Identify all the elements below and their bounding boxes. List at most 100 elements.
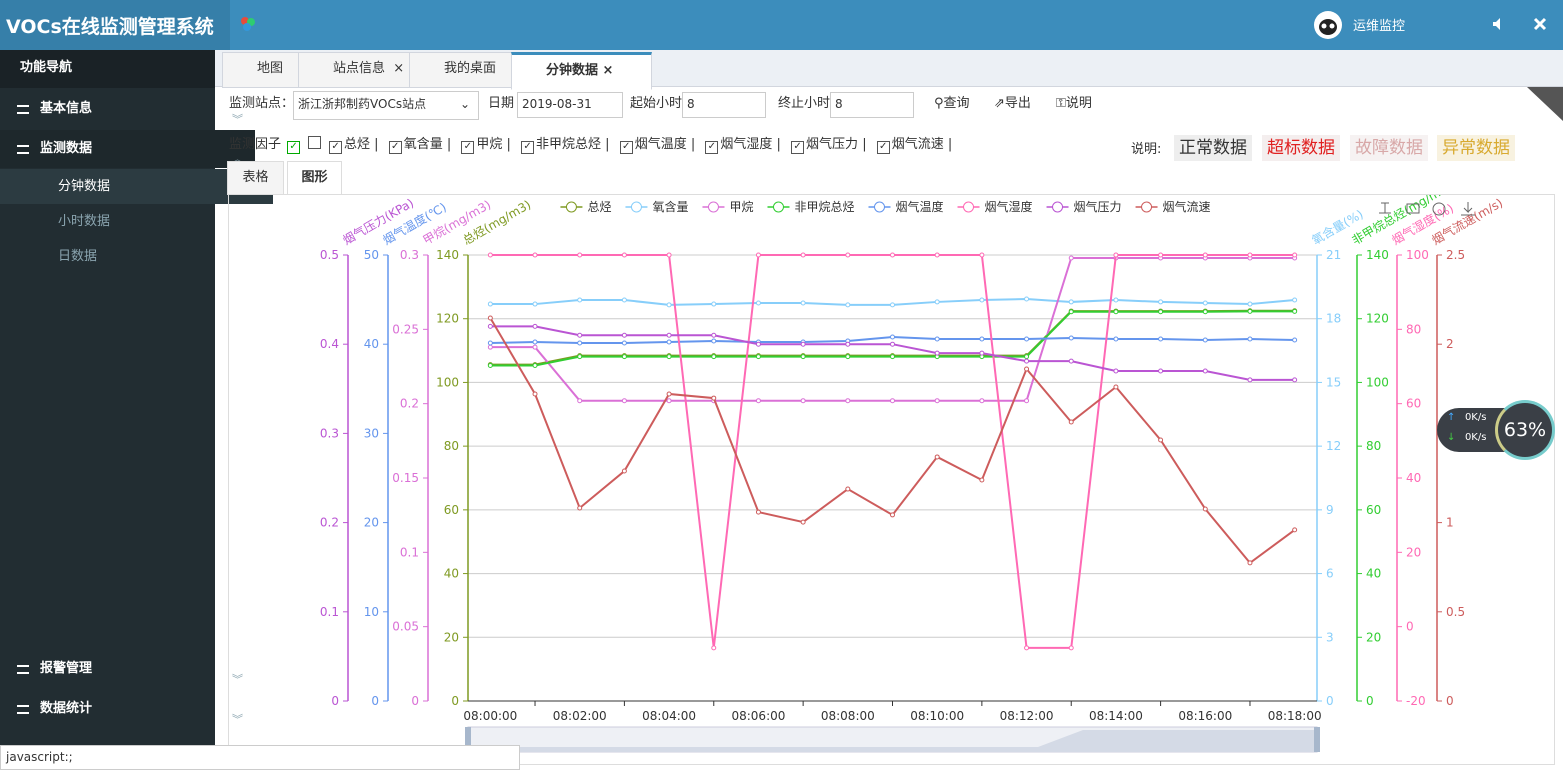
volume-icon[interactable]	[1492, 17, 1506, 31]
toolbox-icon[interactable]	[1406, 203, 1420, 214]
menu-item[interactable]: 数据统计 ︾	[0, 690, 255, 728]
corner-toggle[interactable]	[1527, 87, 1563, 121]
y-tick-label: 0	[1366, 694, 1374, 708]
button[interactable]: ⇗导出	[994, 96, 1031, 111]
point	[890, 334, 895, 340]
point	[890, 398, 895, 404]
point	[711, 338, 717, 344]
data-zoom-handle[interactable]	[1314, 727, 1320, 752]
point	[755, 341, 761, 347]
x-tick-label: 08:04:00	[642, 709, 696, 723]
point	[666, 391, 672, 397]
button-label: 说明	[1065, 96, 1092, 111]
point	[487, 315, 493, 321]
y-tick-label: 100	[1406, 248, 1429, 262]
y-tick-label: 6	[1326, 567, 1334, 581]
point	[890, 354, 895, 360]
user-name[interactable]: 运维监控	[1353, 19, 1406, 34]
menu-item[interactable]: 监测数据 ︽	[0, 130, 255, 168]
close-icon[interactable]	[1533, 17, 1547, 31]
legend-symbol	[772, 201, 784, 213]
legend: 总烃 氧含量 甲烷 非甲烷总烃 烟气温度 烟气湿度 烟气压力 烟气流速	[560, 199, 1211, 214]
checkbox[interactable]: ✓	[521, 141, 535, 154]
start-hour-input[interactable]: 8	[682, 92, 766, 118]
y-tick-label: 20	[364, 516, 379, 530]
button-label: 导出	[1004, 96, 1031, 111]
point	[1202, 300, 1208, 306]
x-tick-label: 08:06:00	[731, 709, 785, 723]
toolbox-icon[interactable]	[1461, 202, 1475, 216]
checkbox[interactable]: ✓	[791, 141, 805, 154]
avatar[interactable]	[1313, 10, 1343, 40]
x-tick-label: 08:10:00	[910, 709, 964, 723]
submenu-item[interactable]: 小时数据	[0, 204, 273, 239]
y-tick-label: 3	[1326, 630, 1334, 644]
submenu-item[interactable]: 日数据	[0, 239, 273, 274]
y-tick-label: 18	[1326, 312, 1341, 326]
point	[1113, 384, 1119, 390]
point	[487, 363, 493, 369]
x-tick-label: 08:12:00	[1000, 709, 1054, 723]
point	[532, 339, 538, 345]
button[interactable]: ⚿说明	[1056, 96, 1092, 111]
toolbox-icon[interactable]	[1379, 202, 1391, 214]
button[interactable]: ⚲查询	[934, 96, 970, 111]
point	[577, 354, 583, 360]
tab-active[interactable]: 分钟数据 ×	[511, 52, 652, 90]
menu-item[interactable]: 报警管理 ︾	[0, 650, 255, 688]
end-hour-input[interactable]: 8	[830, 92, 914, 118]
y-tick-label: 80	[444, 439, 459, 453]
tab-label: 站点信息	[333, 61, 386, 76]
point	[532, 252, 538, 258]
point	[487, 301, 493, 307]
y-tick-label: 40	[1406, 471, 1421, 485]
point	[577, 332, 583, 338]
legend-label: 烟气流速	[1163, 199, 1211, 214]
point	[1158, 252, 1164, 258]
checkbox[interactable]: ✓	[705, 141, 719, 154]
factor-label: 氧含量	[403, 137, 443, 152]
y-tick-label: 0	[1326, 694, 1334, 708]
point	[800, 398, 806, 404]
station-select[interactable]: 浙江浙邦制药VOCs站点 ⌄	[293, 91, 479, 120]
checkbox[interactable]: ✓	[876, 141, 890, 154]
input-value: 8	[835, 97, 843, 111]
point	[1202, 252, 1208, 258]
view-tab-active[interactable]: 图形	[287, 161, 342, 195]
checkbox[interactable]: ✓	[388, 141, 402, 154]
point	[1158, 368, 1164, 374]
y-tick-label: 1	[1446, 516, 1454, 530]
series-line	[490, 256, 1295, 402]
view-tab[interactable]: 表格	[227, 161, 284, 195]
y-tick-label: 60	[1406, 397, 1421, 411]
y-tick-label: 120	[1366, 312, 1389, 326]
point	[577, 297, 583, 303]
point	[1202, 368, 1208, 374]
y-tick-label: 20	[1406, 545, 1421, 559]
net-widget: ↑ 0K/s ↓ 0K/s 63%	[1437, 400, 1555, 460]
menu-item[interactable]: 基本信息 ︾	[0, 90, 255, 128]
point	[1024, 645, 1030, 651]
date-input[interactable]: 2019-08-31	[517, 92, 623, 118]
toolbox-icon[interactable]	[1432, 202, 1446, 216]
y-tick-label: 0.15	[392, 471, 419, 485]
point	[487, 344, 493, 350]
y-tick-label: 20	[444, 630, 459, 644]
point	[1024, 354, 1030, 360]
factor-label: 非甲烷总烃	[536, 137, 602, 152]
point	[666, 398, 672, 404]
legend-symbol	[874, 201, 885, 213]
checkbox[interactable]: ✓	[461, 141, 475, 154]
legend-label: 氧含量	[652, 199, 688, 214]
tab-label: 我的桌面	[444, 61, 497, 76]
point	[577, 340, 583, 346]
legend-symbol	[963, 201, 975, 213]
point	[1292, 297, 1298, 303]
checkbox[interactable]: ✓	[329, 141, 343, 154]
point	[1247, 308, 1253, 314]
checkbox[interactable]: ✓	[619, 141, 633, 154]
legend-symbol	[565, 201, 577, 213]
data-zoom-handle[interactable]	[465, 727, 471, 752]
submenu-label: 分钟数据	[58, 179, 111, 194]
